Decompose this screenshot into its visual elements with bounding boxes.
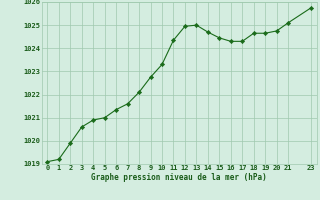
X-axis label: Graphe pression niveau de la mer (hPa): Graphe pression niveau de la mer (hPa) — [91, 173, 267, 182]
